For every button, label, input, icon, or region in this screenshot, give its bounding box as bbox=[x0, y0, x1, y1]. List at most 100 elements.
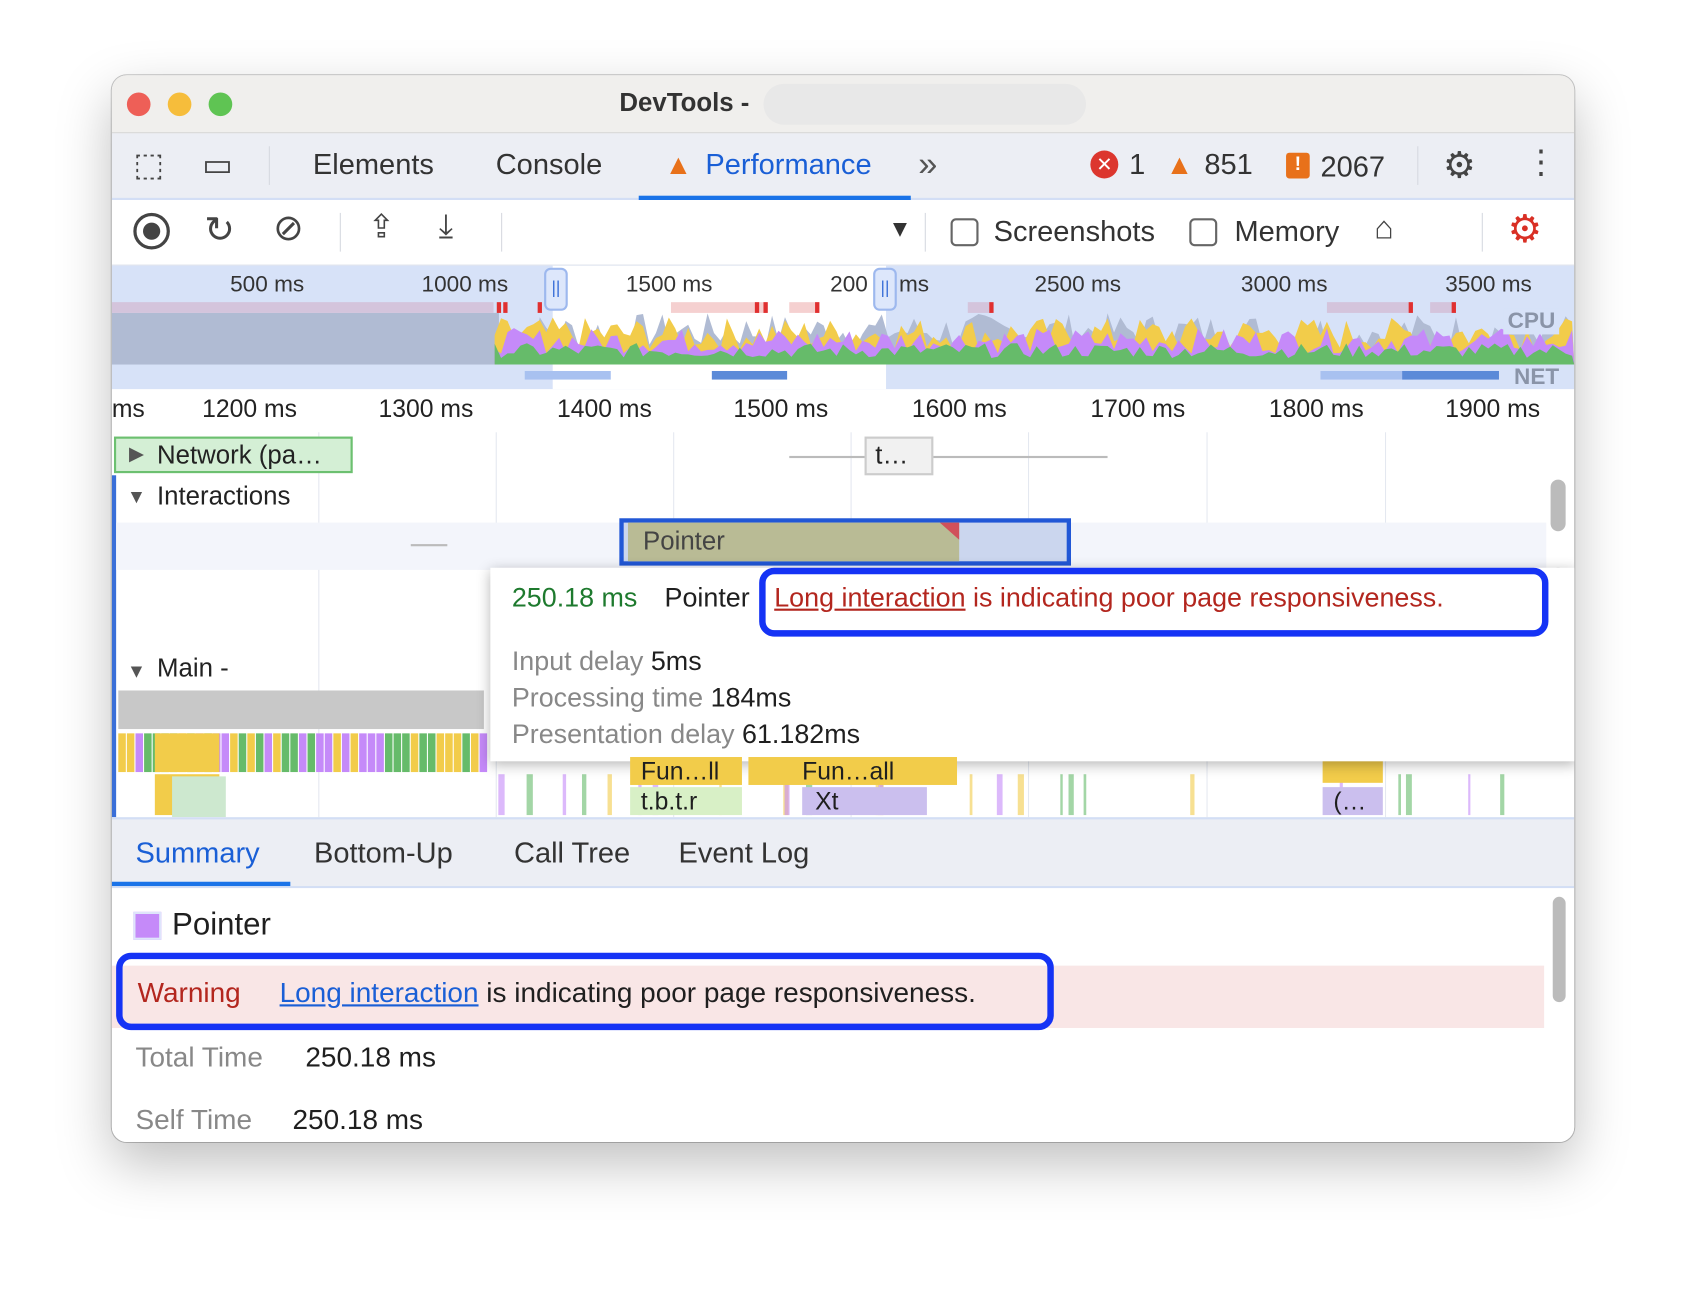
red-task-marker bbox=[989, 302, 994, 313]
flame-entry bbox=[1500, 774, 1505, 816]
warning-label: Warning bbox=[137, 976, 241, 1009]
memory-checkbox[interactable] bbox=[1189, 218, 1218, 247]
flame-entry bbox=[341, 733, 350, 773]
flame-entry bbox=[298, 733, 307, 773]
long-interaction-link[interactable]: Long interaction bbox=[774, 582, 966, 613]
warning-icon: ▲ bbox=[664, 148, 693, 181]
settings-gear-icon[interactable]: ⚙ bbox=[1443, 145, 1476, 187]
red-task-marker bbox=[815, 302, 820, 313]
screenshots-checkbox[interactable] bbox=[950, 218, 979, 247]
upload-icon[interactable]: ⇪ bbox=[367, 209, 395, 246]
flame-entry bbox=[281, 733, 290, 773]
tooltip-breakdown: Input delay 5ms Processing time 184ms Pr… bbox=[512, 643, 860, 753]
overview-tick: 3000 ms bbox=[1240, 272, 1328, 297]
flame-entry bbox=[969, 774, 973, 816]
flame-entry bbox=[367, 733, 376, 773]
divider bbox=[1417, 146, 1419, 185]
recording-select-dropdown-icon[interactable]: ▼ bbox=[888, 215, 912, 242]
flame-entry[interactable]: t.b.t.r bbox=[630, 787, 742, 816]
row-label: Input delay bbox=[511, 646, 644, 677]
tab-bottom-up[interactable]: Bottom-Up bbox=[313, 836, 453, 869]
overview-tick: 1500 ms bbox=[625, 272, 713, 297]
tab-elements[interactable]: Elements bbox=[312, 148, 434, 181]
flame-entry bbox=[607, 774, 612, 816]
flame-entry bbox=[255, 733, 264, 773]
overview-tick: 1000 ms bbox=[421, 272, 509, 297]
range-start-handle[interactable]: || bbox=[544, 267, 568, 311]
download-icon[interactable]: ⤓ bbox=[438, 208, 453, 245]
error-count[interactable]: 1 bbox=[1129, 148, 1146, 181]
overview-tick: 3500 ms bbox=[1445, 272, 1532, 297]
clear-icon[interactable]: ⊘ bbox=[273, 207, 304, 249]
issues-count[interactable]: 2067 bbox=[1320, 150, 1386, 183]
tracks-scrollbar[interactable] bbox=[1550, 479, 1566, 532]
ruler-tick: ms bbox=[111, 394, 145, 423]
flame-entry bbox=[784, 774, 790, 816]
network-track-header[interactable]: ▶ Network (pa… bbox=[113, 436, 353, 474]
warning-message: Long interaction is indicating poor page… bbox=[280, 976, 976, 1009]
warning-highlight bbox=[116, 952, 1054, 1031]
flame-entry bbox=[230, 733, 238, 773]
device-toolbar-icon[interactable]: ▭ bbox=[202, 147, 233, 183]
row-value: 184ms bbox=[710, 682, 792, 713]
red-task-marker bbox=[763, 302, 768, 313]
net-label: NET bbox=[1514, 364, 1560, 390]
flame-entry bbox=[427, 733, 436, 773]
expand-arrow-icon: ▶ bbox=[129, 443, 144, 465]
flame-entry bbox=[1398, 774, 1401, 816]
pointer-label: Pointer bbox=[643, 526, 725, 556]
pointer-interaction-bar[interactable]: Pointer bbox=[619, 518, 1071, 566]
tab-event-log[interactable]: Event Log bbox=[678, 836, 810, 869]
range-end-handle[interactable]: || bbox=[873, 267, 897, 311]
inspect-element-icon[interactable]: ⬚ bbox=[133, 147, 164, 183]
flame-entry[interactable]: Xt bbox=[802, 787, 927, 816]
network-bar bbox=[711, 370, 788, 380]
flame-entry[interactable]: Fun…ll bbox=[630, 757, 742, 785]
flame-entry bbox=[1190, 774, 1195, 816]
flame-entry bbox=[1405, 774, 1412, 816]
presentation-delay-row: Presentation delay 61.182ms bbox=[512, 716, 860, 753]
network-request-bar[interactable]: t… bbox=[864, 436, 934, 476]
close-window-button[interactable] bbox=[126, 92, 151, 117]
row-value: 61.182ms bbox=[742, 719, 861, 750]
flame-entry bbox=[581, 774, 587, 816]
long-interaction-link[interactable]: Long interaction bbox=[279, 976, 479, 1009]
tooltip-name: Pointer bbox=[664, 582, 750, 613]
record-button[interactable] bbox=[133, 212, 170, 250]
network-bar bbox=[1402, 370, 1499, 380]
maximize-window-button[interactable] bbox=[208, 92, 233, 117]
details-tab-bar: Summary Bottom-Up Call Tree Event Log bbox=[111, 817, 1575, 889]
flame-entry bbox=[393, 733, 402, 773]
pointer-color-swatch bbox=[133, 911, 162, 940]
collapse-arrow-icon[interactable]: ▼ bbox=[126, 486, 147, 508]
long-task-marker bbox=[111, 302, 494, 313]
warning-count[interactable]: 851 bbox=[1204, 148, 1253, 181]
long-interaction-marker bbox=[939, 522, 960, 540]
tab-summary[interactable]: Summary bbox=[135, 836, 260, 869]
self-time-label: Self Time bbox=[135, 1103, 253, 1136]
divider bbox=[1481, 212, 1483, 252]
summary-panel: Pointer Warning Long interaction is indi… bbox=[111, 888, 1575, 1142]
divider bbox=[268, 146, 270, 185]
collapse-arrow-icon[interactable]: ▼ bbox=[126, 660, 147, 682]
row-label: Processing time bbox=[511, 682, 704, 713]
flame-entry bbox=[316, 733, 324, 773]
long-task-marker bbox=[967, 302, 992, 313]
flame-entry bbox=[324, 733, 333, 773]
flame-entry bbox=[526, 774, 533, 816]
more-tabs-button[interactable]: » bbox=[918, 144, 938, 183]
flame-entry[interactable]: Fun…all bbox=[748, 757, 958, 785]
garbage-collect-broom-icon[interactable]: ⌂ bbox=[1374, 210, 1394, 247]
reload-record-icon[interactable]: ↻ bbox=[204, 209, 235, 251]
minimize-window-button[interactable] bbox=[167, 92, 192, 117]
more-options-icon[interactable]: ⋮ bbox=[1524, 145, 1558, 181]
flame-entry[interactable]: (… bbox=[1322, 787, 1383, 816]
timeline-overview[interactable]: 500 ms 1000 ms 1500 ms 200 ms 2500 ms 30… bbox=[111, 265, 1575, 390]
ruler-tick: 1600 ms bbox=[911, 394, 1007, 423]
tab-call-tree[interactable]: Call Tree bbox=[513, 836, 631, 869]
summary-scrollbar[interactable] bbox=[1552, 896, 1566, 1003]
capture-settings-gear-icon[interactable]: ⚙ bbox=[1507, 206, 1543, 251]
tab-performance[interactable]: ▲ Performance bbox=[638, 133, 911, 201]
flame-entry bbox=[307, 733, 316, 773]
tab-console[interactable]: Console bbox=[495, 148, 603, 181]
